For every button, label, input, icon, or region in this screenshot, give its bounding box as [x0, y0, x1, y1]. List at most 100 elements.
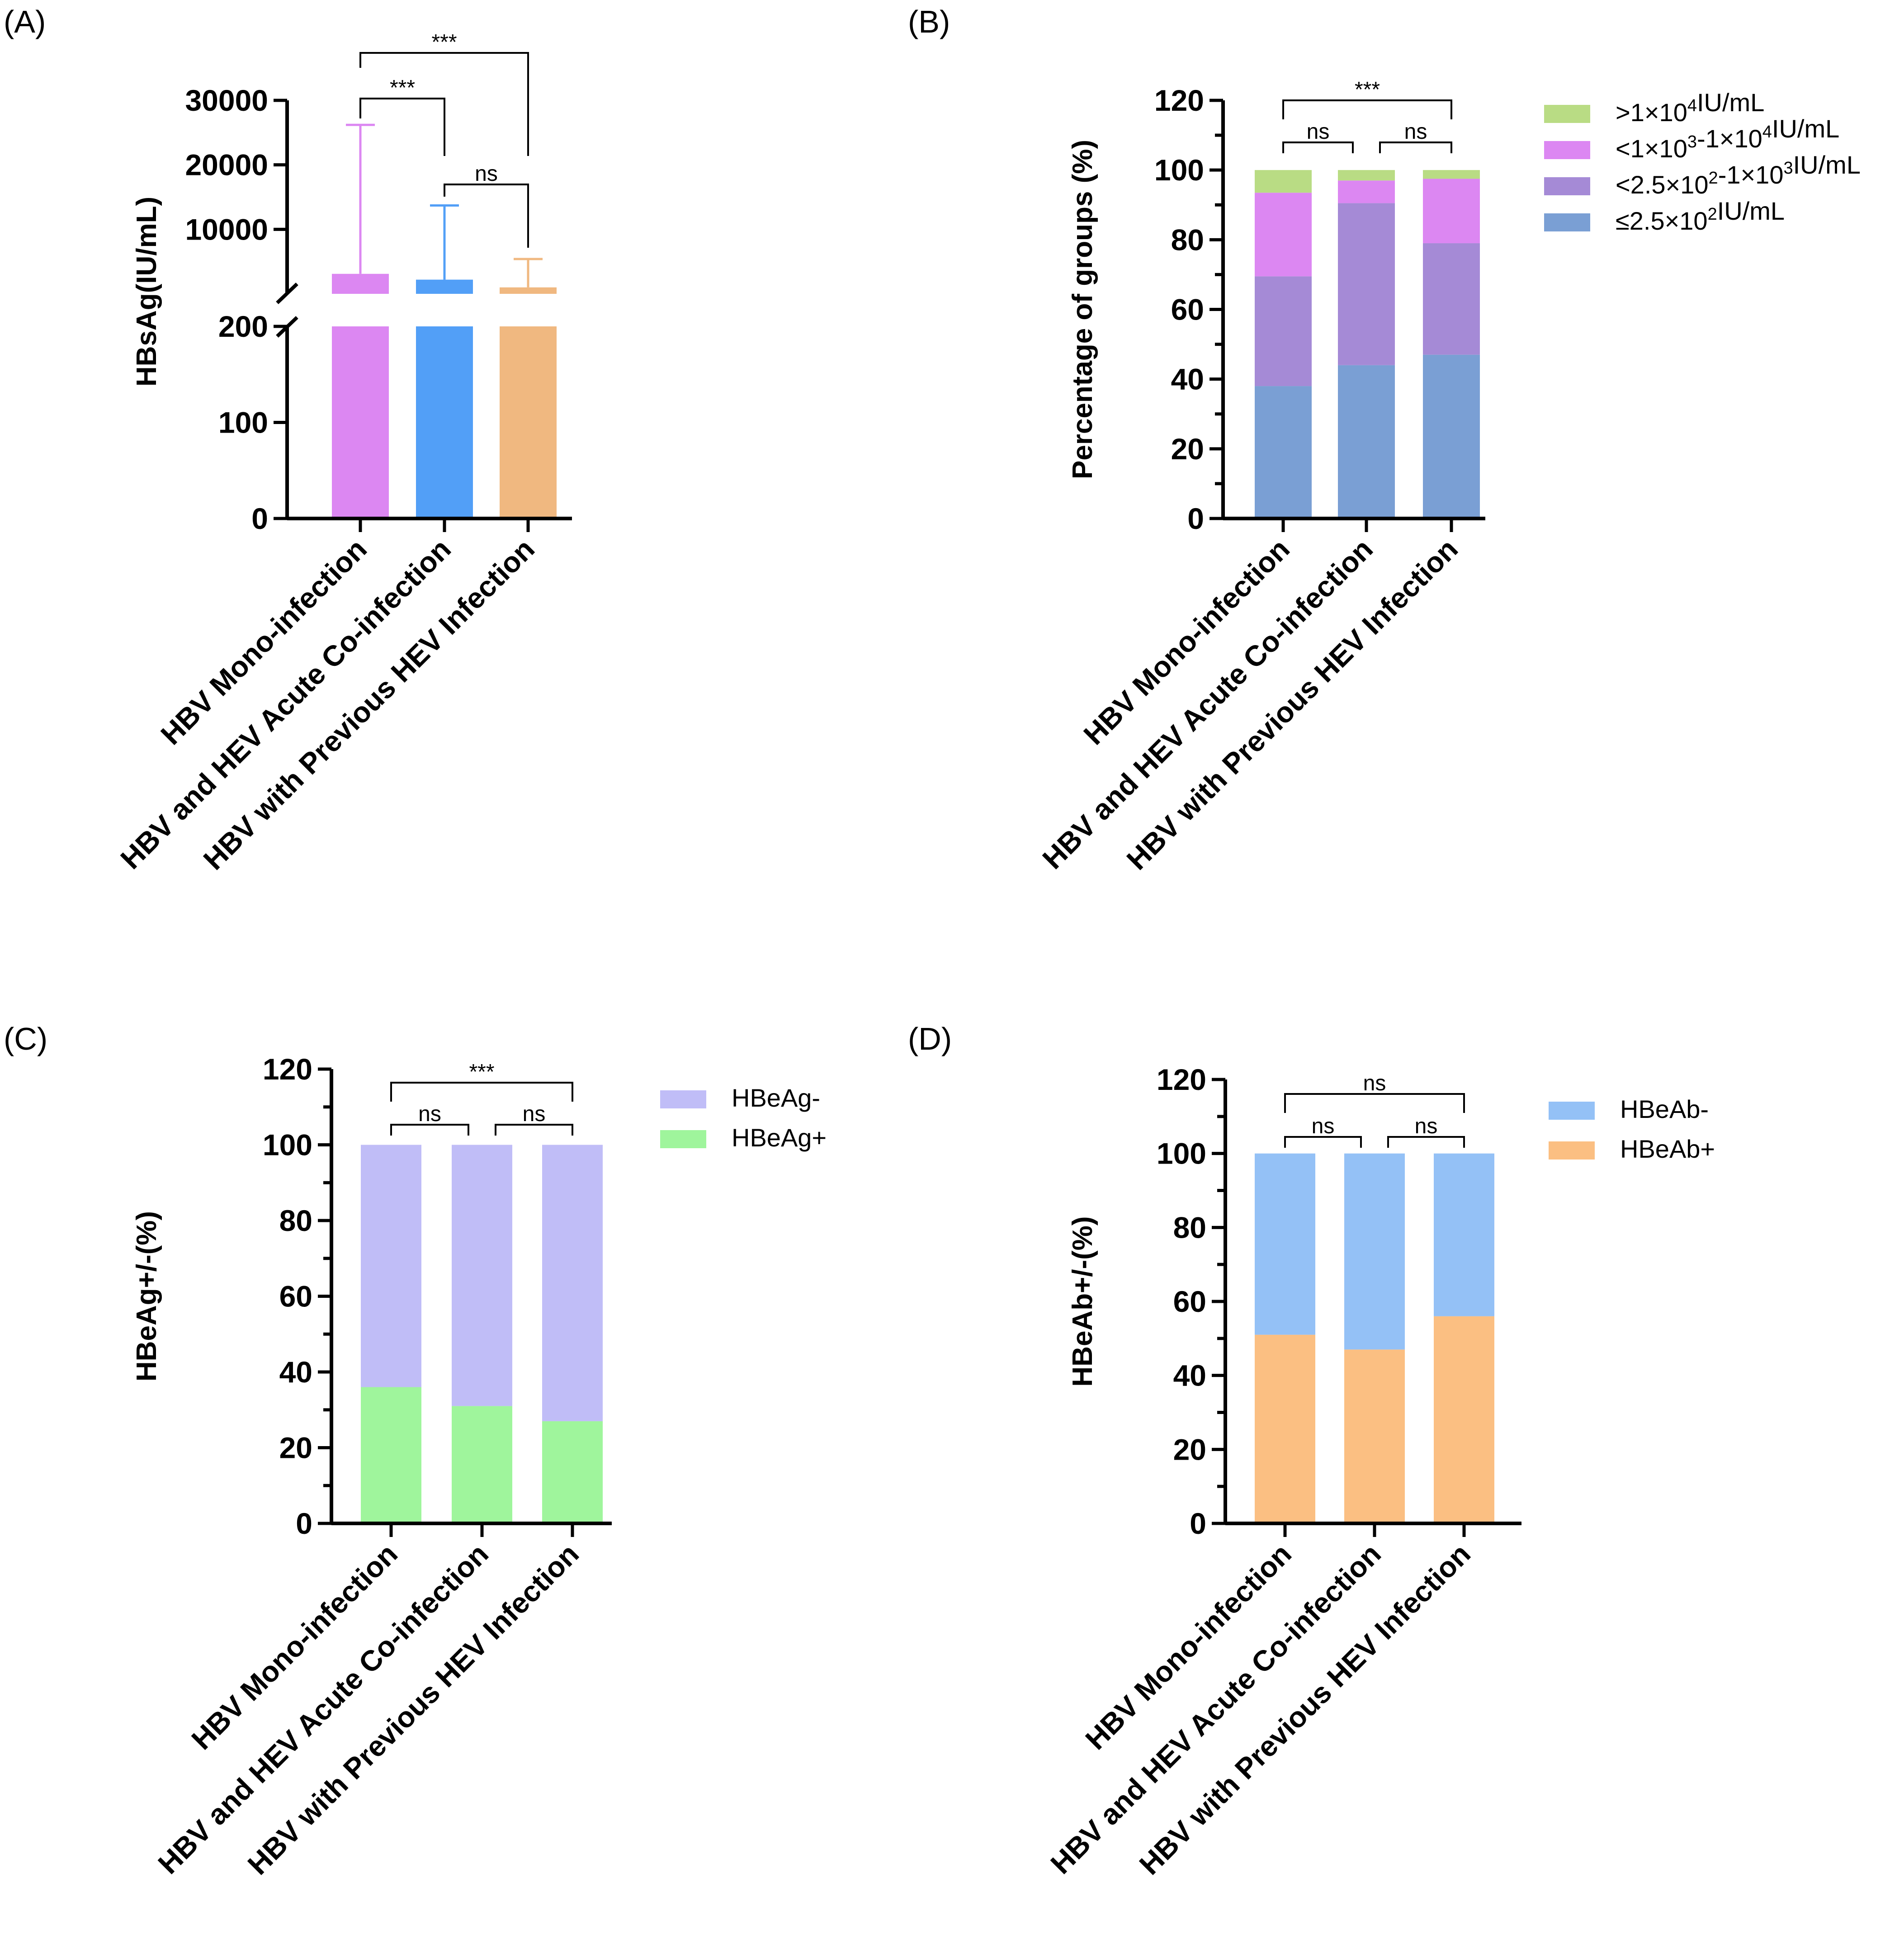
y-axis-label: HBsAg(IU/mL) [131, 197, 162, 387]
significance-bracket-0-line [390, 1124, 469, 1136]
significance-bracket-1-line [1379, 141, 1452, 153]
y-tick-label: 20 [1173, 1433, 1206, 1466]
y-tick-label: 60 [1171, 293, 1204, 326]
legend-swatch-hbeab [1549, 1141, 1595, 1160]
y-tick-label: 200 [218, 310, 268, 343]
significance-bracket-2-line [1282, 99, 1452, 119]
bar-hbv-and-hev-acute-co-infection-2-5-10-1-10-iu-ml [1338, 203, 1395, 365]
panel-label-c: (C) [4, 1021, 47, 1056]
y-tick-label: 40 [1173, 1359, 1206, 1392]
y-tick-label: 10000 [185, 212, 268, 246]
significance-bracket-0-label: ns [418, 1102, 441, 1126]
category-label-hbv-with-previous-hev-infection: HBV with Previous HEV Infection [1120, 533, 1464, 876]
bar-hbv-mono-infection-1-10-1-10-iu-ml [1255, 193, 1312, 277]
category-label-hbv-and-hev-acute-co-infection: HBV and HEV Acute Co-infection [1044, 1537, 1387, 1880]
bar-hbv-with-previous-hev-infection-1-10-1-10-iu-ml [1423, 179, 1480, 244]
legend-swatch-hbeab [1549, 1102, 1595, 1120]
bar-hbv-with-previous-hev-infection-hbeab [1434, 1153, 1494, 1316]
y-tick-label: 60 [1173, 1285, 1206, 1318]
panel-label-a: (A) [4, 4, 46, 39]
panel-c: (C) 0 20 40 60 80 100 120 ns ns *** HBeAg+/-(%) HBV… [4, 1021, 827, 1881]
bar-hbv-mono-infection-hbeag [361, 1387, 421, 1523]
significance-bracket-2-line [444, 184, 529, 248]
legend-label-hbeab: HBeAb- [1620, 1095, 1709, 1123]
category-label-hbv-with-previous-hev-infection: HBV with Previous HEV Infection [241, 1537, 585, 1881]
panel-label-d: (D) [908, 1021, 952, 1056]
y-tick-label: 0 [296, 1507, 312, 1540]
bar-lower-hbv-and-hev-acute-co-infection [416, 326, 473, 518]
category-label-hbv-with-previous-hev-infection: HBV with Previous HEV Infection [197, 533, 541, 876]
legend-swatch-1-10-iu-ml [1544, 105, 1590, 123]
significance-bracket-0-line [359, 98, 445, 156]
significance-bracket-0-label: ns [1312, 1114, 1335, 1138]
bar-hbv-with-previous-hev-infection-2-5-10-iu-ml [1423, 354, 1480, 518]
legend-label-2-5-10-1-10-iu-ml: <2.5×102-1×103IU/mL [1616, 151, 1861, 199]
y-tick-label: 30000 [185, 84, 268, 117]
bar-hbv-and-hev-acute-co-infection-1-10-1-10-iu-ml [1338, 180, 1395, 203]
bar-hbv-and-hev-acute-co-infection-hbeag [452, 1406, 512, 1523]
significance-bracket-0-line [1282, 141, 1354, 153]
panel-b: (B) 0 20 40 60 80 100 120 ns ns *** Percentage of … [908, 4, 1861, 876]
category-label-hbv-with-previous-hev-infection: HBV with Previous HEV Infection [1133, 1537, 1477, 1881]
y-tick-label: 100 [263, 1128, 312, 1162]
legend-label-hbeag: HBeAg+ [732, 1123, 827, 1152]
panel-label-b: (B) [908, 4, 950, 39]
significance-bracket-1-label: ns [523, 1102, 546, 1126]
y-tick-label: 120 [1157, 1063, 1206, 1096]
legend-swatch-1-10-1-10-iu-ml [1544, 141, 1590, 159]
legend-swatch-2-5-10-1-10-iu-ml [1544, 177, 1590, 195]
y-tick-label: 80 [1171, 223, 1204, 256]
y-tick-label: 100 [218, 406, 268, 439]
legend-label-1-10-iu-ml: >1×104IU/mL [1616, 88, 1764, 127]
significance-bracket-2-label: ns [1363, 1071, 1386, 1095]
bar-upper-hbv-mono-infection [332, 273, 389, 294]
significance-bracket-1-label: ns [1415, 1114, 1438, 1138]
bar-hbv-with-previous-hev-infection-2-5-10-1-10-iu-ml [1423, 243, 1480, 355]
panel-d: (D) 0 20 40 60 80 100 120 ns ns ns HBeAb+/-(%) HBV … [908, 1021, 1715, 1881]
bar-hbv-and-hev-acute-co-infection-1-10-iu-ml [1338, 170, 1395, 181]
axis-break-mark [276, 283, 298, 304]
significance-bracket-2-label: *** [1355, 78, 1380, 102]
legend-label-hbeab: HBeAb+ [1620, 1135, 1715, 1163]
y-tick-label: 40 [1171, 363, 1204, 396]
bar-upper-hbv-with-previous-hev-infection [500, 287, 557, 294]
y-tick-label: 0 [1187, 502, 1204, 535]
significance-bracket-2-label: *** [469, 1060, 494, 1084]
y-axis-label: Percentage of groups (%) [1067, 140, 1098, 479]
significance-bracket-2-line [390, 1082, 573, 1102]
bar-hbv-mono-infection-hbeab [1255, 1153, 1315, 1335]
y-tick-label: 100 [1154, 153, 1204, 187]
y-tick-label: 20 [1171, 432, 1204, 466]
y-axis-label: HBeAg+/-(%) [131, 1211, 162, 1381]
significance-bracket-1-line [359, 52, 529, 156]
bar-hbv-and-hev-acute-co-infection-2-5-10-iu-ml [1338, 365, 1395, 518]
legend-swatch-hbeag [660, 1130, 706, 1148]
bar-hbv-and-hev-acute-co-infection-hbeab [1344, 1349, 1405, 1523]
bar-hbv-mono-infection-1-10-iu-ml [1255, 170, 1312, 193]
bar-lower-hbv-with-previous-hev-infection [500, 326, 557, 518]
bar-hbv-mono-infection-2-5-10-iu-ml [1255, 386, 1312, 518]
bar-hbv-mono-infection-hbeag [361, 1145, 421, 1387]
y-tick-label: 80 [1173, 1211, 1206, 1244]
y-tick-label: 120 [1154, 84, 1204, 117]
y-tick-label: 20000 [185, 148, 268, 182]
bar-upper-hbv-and-hev-acute-co-infection [416, 279, 473, 294]
y-tick-label: 40 [279, 1355, 312, 1389]
legend-label-2-5-10-iu-ml: ≤2.5×102IU/mL [1616, 197, 1785, 235]
y-axis-label: HBeAb+/-(%) [1067, 1216, 1098, 1386]
y-tick-label: 20 [279, 1431, 312, 1465]
bar-lower-hbv-mono-infection [332, 326, 389, 518]
significance-bracket-0-label: ns [1307, 120, 1330, 144]
bar-hbv-and-hev-acute-co-infection-hbeag [452, 1145, 512, 1406]
significance-bracket-1-line [495, 1124, 573, 1136]
category-label-hbv-and-hev-acute-co-infection: HBV and HEV Acute Co-infection [152, 1537, 495, 1880]
y-tick-label: 120 [263, 1052, 312, 1086]
significance-bracket-0-label: *** [390, 76, 415, 100]
legend-label-1-10-1-10-iu-ml: <1×103-1×104IU/mL [1616, 114, 1839, 163]
bar-hbv-with-previous-hev-infection-hbeag [542, 1145, 603, 1421]
y-tick-label: 60 [279, 1280, 312, 1313]
significance-bracket-1-label: *** [431, 30, 457, 54]
bar-hbv-with-previous-hev-infection-1-10-iu-ml [1423, 170, 1480, 179]
significance-bracket-1-line [1387, 1136, 1465, 1148]
